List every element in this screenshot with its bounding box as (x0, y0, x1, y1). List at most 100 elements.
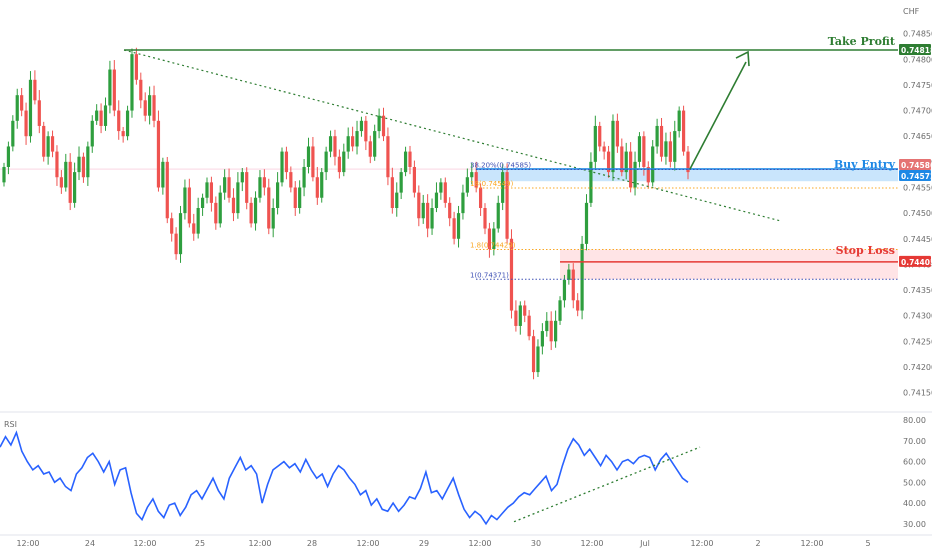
candle-body (139, 79, 143, 101)
candle-body (148, 95, 152, 116)
candle-body (567, 269, 571, 280)
candle-body (430, 208, 434, 229)
candle-body (642, 136, 646, 167)
x-tick-label: 29 (419, 539, 429, 548)
candle-body (448, 202, 452, 219)
candle-body (196, 208, 200, 234)
candle-body (584, 202, 589, 244)
x-tick-label: 12:00 (580, 539, 603, 548)
candle-body (426, 202, 430, 229)
candle-body (386, 136, 390, 178)
fib-level-label: 38.20%(0.74585) (470, 162, 531, 170)
x-tick-label: 12:00 (248, 539, 271, 548)
candle-body (359, 120, 364, 132)
candle-body (42, 125, 46, 157)
candle-body (178, 213, 183, 255)
candle-body (86, 146, 90, 178)
candle-body (311, 146, 315, 178)
candle-body (324, 151, 328, 173)
candle-body (161, 161, 165, 188)
candle-body (677, 110, 681, 132)
candle-body (333, 136, 337, 157)
x-tick-label: 25 (195, 539, 205, 548)
candle-body (664, 141, 668, 157)
candle-body (37, 100, 41, 126)
candle-body (112, 69, 116, 111)
x-tick-label: 12:00 (468, 539, 491, 548)
y-tick-label: 0.74150 (903, 389, 932, 398)
candle-body (302, 166, 306, 188)
x-tick-label: 12:00 (356, 539, 379, 548)
candle-body (562, 279, 567, 301)
candle-body (165, 161, 169, 219)
candle-body (90, 120, 94, 147)
candle-body (540, 331, 544, 347)
candle-body (55, 151, 59, 178)
candle-body (501, 172, 505, 203)
candle-body (637, 136, 642, 162)
x-tick-label: 5 (865, 539, 870, 548)
candle-body (364, 120, 368, 142)
candle-body (681, 110, 686, 152)
candle-body (20, 95, 24, 111)
candle-body (24, 110, 28, 137)
candle-body (346, 136, 350, 152)
stop-loss-price-tag-bg (899, 255, 931, 267)
projection-arrow-head (735, 50, 750, 67)
candle-body (646, 166, 650, 183)
candle-body (143, 100, 147, 116)
candle-body (249, 202, 253, 224)
x-tick-label: 12:00 (800, 539, 823, 548)
candle-body (461, 192, 465, 214)
candle-body (474, 172, 478, 188)
candle-body (602, 146, 606, 152)
candle-body (2, 166, 6, 183)
candle-body (549, 320, 553, 342)
candle-body (492, 228, 496, 250)
candle-body (95, 110, 99, 121)
x-tick-label: 12:00 (690, 539, 713, 548)
candle-body (50, 136, 55, 152)
candle-body (187, 187, 191, 224)
candle-body (417, 192, 421, 219)
candle-body (152, 95, 156, 121)
candle-body (214, 202, 218, 224)
candle-body (73, 172, 77, 203)
candle-body (267, 187, 271, 229)
candle-body (624, 151, 628, 173)
candle-body (668, 141, 672, 162)
fib-level-label: 1.8(0.74429) (470, 242, 516, 250)
candle-body (496, 202, 500, 229)
candle-body (156, 120, 161, 188)
currency-label: CHF (903, 7, 920, 16)
candle-body (399, 172, 403, 193)
candle-body (46, 136, 50, 157)
fib-level-label: 18(0.74549) (470, 180, 514, 188)
candle-body (68, 161, 72, 203)
candle-body (258, 177, 262, 198)
candle-body (523, 305, 527, 316)
candle-body (328, 136, 333, 152)
candle-body (373, 131, 377, 157)
x-tick-label: 2 (755, 539, 760, 548)
candle-body (253, 197, 258, 224)
candle-body (655, 125, 659, 147)
candle-body (686, 151, 690, 173)
candle-body (276, 182, 280, 208)
candle-body (412, 166, 416, 193)
candle-body (108, 69, 112, 106)
candle-body (15, 95, 19, 121)
candle-body (651, 146, 655, 183)
candle-body (192, 223, 196, 234)
candle-body (443, 182, 447, 203)
candle-body (77, 156, 81, 173)
candle-body (223, 177, 227, 193)
candle-body (421, 202, 425, 219)
candle-body (130, 54, 134, 111)
candle-body (81, 156, 86, 178)
